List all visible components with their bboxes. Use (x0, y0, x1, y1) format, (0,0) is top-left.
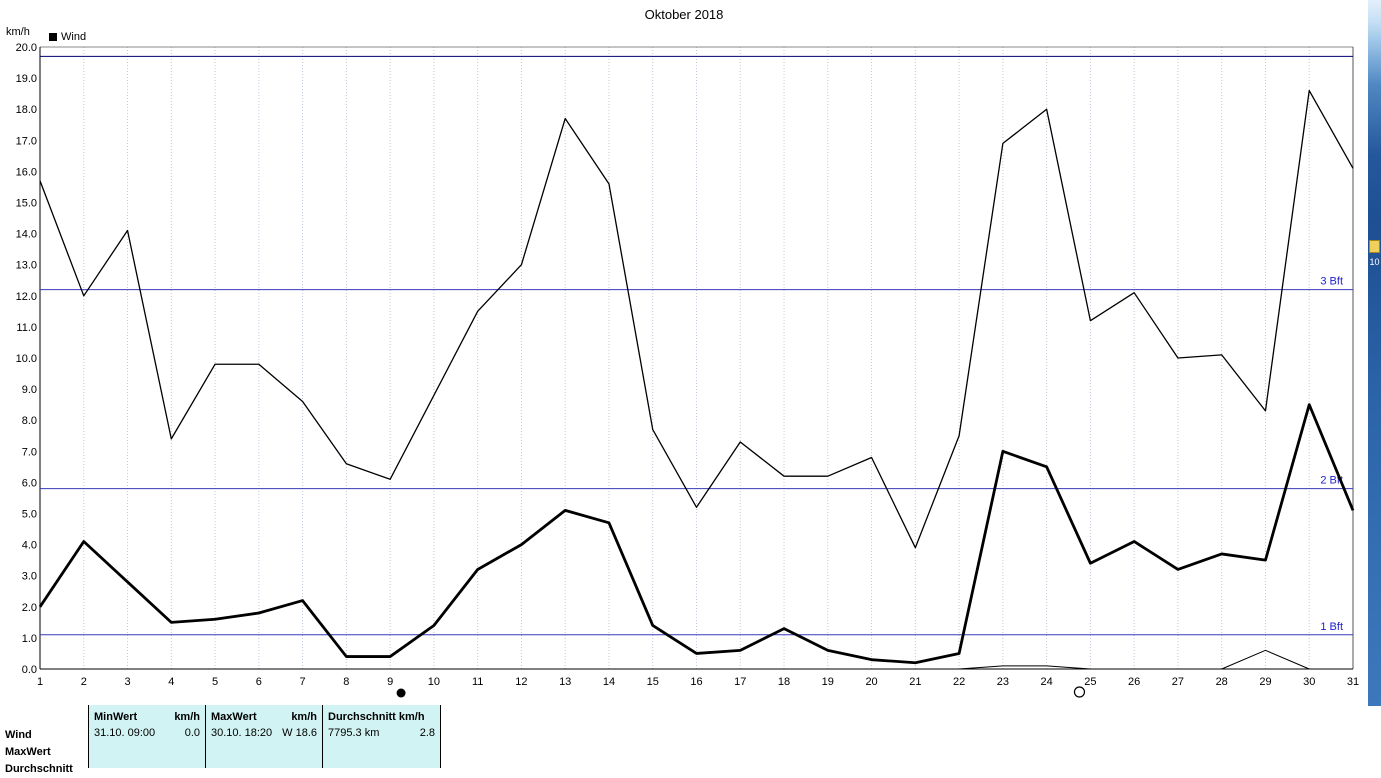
y-tick-label: 5.0 (22, 509, 37, 521)
stats-table: MinWert km/h 31.10. 09:00 0.0 MaxWert km… (88, 705, 441, 768)
stats-col-minwert: MinWert km/h 31.10. 09:00 0.0 (89, 705, 206, 768)
x-tick-label: 1 (37, 676, 43, 688)
stats-col-maxwert: MaxWert km/h 30.10. 18:20 W 18.6 (206, 705, 323, 768)
x-tick-label: 10 (428, 676, 440, 688)
y-tick-label: 19.0 (16, 73, 37, 85)
row-label-maxwert: MaxWert (5, 746, 51, 758)
x-tick-label: 3 (124, 676, 130, 688)
desktop-icon-fragment (1369, 240, 1380, 253)
durchschnitt-header: Durchschnitt km/h (328, 711, 425, 723)
wind-max-line (39, 89, 1354, 549)
x-tick-label: 29 (1259, 676, 1271, 688)
stats-col-durchschnitt: Durchschnitt km/h 7795.3 km 2.8 (323, 705, 441, 768)
y-tick-label: 3.0 (22, 571, 37, 583)
full-moon-icon (1073, 686, 1086, 698)
table-row-labels: Wind MaxWert Durchschnitt (5, 727, 73, 778)
x-tick-label: 24 (1041, 676, 1053, 688)
y-axis-unit-label: km/h (6, 26, 30, 38)
x-tick-label: 27 (1172, 676, 1184, 688)
y-tick-label: 4.0 (22, 540, 37, 552)
maxwert-datetime: 30.10. 18:20 (211, 727, 273, 739)
x-tick-label: 12 (515, 676, 527, 688)
y-tick-label: 16.0 (16, 166, 37, 178)
y-tick-label: 6.0 (22, 477, 37, 489)
x-tick-label: 21 (909, 676, 921, 688)
y-tick-label: 17.0 (16, 135, 37, 147)
x-tick-label: 25 (1084, 676, 1096, 688)
x-tick-label: 5 (212, 676, 218, 688)
y-tick-label: 2.0 (22, 602, 37, 614)
row-label-durchschnitt: Durchschnitt (5, 763, 73, 775)
x-tick-label: 13 (559, 676, 571, 688)
y-tick-label: 13.0 (16, 260, 37, 272)
x-tick-label: 14 (603, 676, 615, 688)
durchschnitt-distance: 7795.3 km (328, 727, 380, 739)
x-tick-label: 28 (1216, 676, 1228, 688)
x-tick-label: 11 (472, 676, 483, 688)
x-tick-label: 31 (1347, 676, 1359, 688)
minwert-datetime: 31.10. 09:00 (94, 727, 156, 739)
minwert-unit: km/h (174, 711, 200, 723)
x-tick-label: 26 (1128, 676, 1140, 688)
x-tick-label: 22 (953, 676, 965, 688)
x-tick-label: 6 (256, 676, 262, 688)
y-tick-label: 20.0 (16, 42, 37, 54)
durchschnitt-value: 2.8 (419, 727, 435, 739)
minwert-header: MinWert (94, 711, 138, 723)
y-tick-label: 9.0 (22, 384, 37, 396)
wind-min-line (40, 649, 1353, 670)
chart-legend: Wind (49, 31, 86, 43)
maxwert-unit: km/h (291, 711, 317, 723)
x-tick-label: 20 (865, 676, 877, 688)
bft-label: 2 Bft (1320, 475, 1343, 487)
y-tick-label: 18.0 (16, 104, 37, 116)
y-tick-label: 1.0 (22, 633, 37, 645)
row-label-wind: Wind (5, 729, 32, 741)
x-tick-label: 30 (1303, 676, 1315, 688)
minwert-value: 0.0 (184, 727, 200, 739)
y-tick-label: 7.0 (22, 446, 37, 458)
wind-legend-marker-icon (49, 33, 57, 41)
new-moon-icon (396, 688, 406, 698)
y-tick-label: 15.0 (16, 198, 37, 210)
wind-avg-line (38, 403, 1355, 665)
x-tick-label: 2 (81, 676, 87, 688)
wind-legend-label: Wind (61, 31, 87, 43)
y-tick-label: 12.0 (16, 291, 37, 303)
x-tick-label: 8 (343, 676, 349, 688)
x-tick-label: 7 (300, 676, 306, 688)
x-tick-label: 19 (822, 676, 834, 688)
y-tick-label: 0.0 (22, 664, 37, 676)
x-tick-label: 15 (647, 676, 659, 688)
x-tick-label: 23 (997, 676, 1009, 688)
page-title: Oktober 2018 (644, 7, 724, 22)
y-tick-label: 11.0 (16, 322, 37, 334)
x-tick-label: 16 (690, 676, 702, 688)
background-window-strip (1368, 0, 1381, 706)
y-tick-label: 10.0 (16, 353, 37, 365)
y-tick-label: 8.0 (22, 415, 37, 427)
y-tick-label: 14.0 (16, 229, 37, 241)
x-tick-label: 4 (168, 676, 174, 688)
desktop-icon-label: 10 (1369, 257, 1380, 267)
bft-label: 1 Bft (1320, 621, 1343, 633)
x-tick-label: 9 (387, 676, 393, 688)
bft-label: 3 Bft (1320, 276, 1343, 288)
maxwert-value: W 18.6 (282, 727, 317, 739)
x-tick-label: 18 (778, 676, 790, 688)
x-tick-label: 17 (734, 676, 746, 688)
maxwert-header: MaxWert (211, 711, 257, 723)
